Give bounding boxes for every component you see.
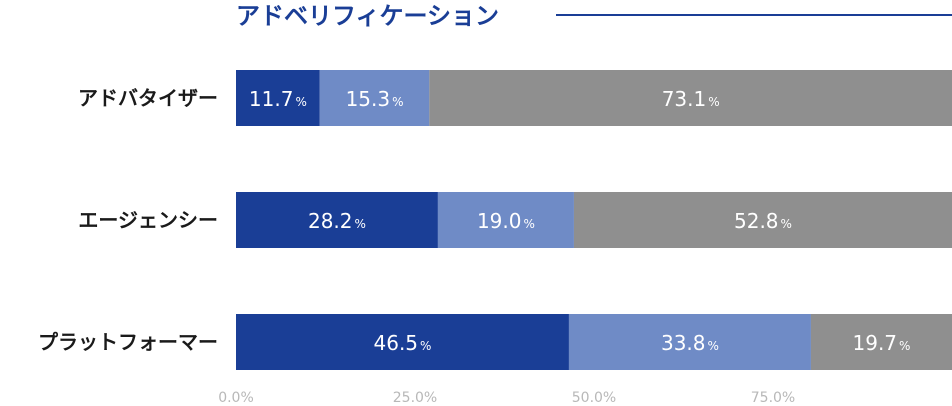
x-axis-ticks: 0.0% 25.0% 50.0% 75.0%	[218, 390, 795, 406]
bar-segment	[236, 314, 569, 370]
bar-segment	[437, 192, 574, 248]
data-label: 19.0%	[477, 209, 535, 233]
category-label: エージェンシー	[78, 208, 218, 232]
bar-segment	[319, 70, 430, 126]
x-tick-label: 0.0%	[218, 390, 254, 406]
data-label: 28.2%	[308, 209, 366, 233]
data-label: 46.5%	[374, 331, 432, 355]
bar-segment	[236, 192, 438, 248]
x-tick-label: 50.0%	[572, 390, 616, 406]
data-label: 15.3%	[346, 87, 404, 111]
bar-segment	[573, 192, 952, 248]
category-label: アドバタイザー	[78, 86, 218, 110]
data-label: 52.8%	[734, 209, 792, 233]
data-label: 19.7%	[853, 331, 911, 355]
data-label: 11.7%	[249, 87, 307, 111]
bar-segment	[236, 70, 320, 126]
bars-group: 11.7% 15.3% 73.1 % 28.2% 19.0% 52.8 % 46.5% 33.8%…	[236, 70, 952, 370]
bar-segment	[810, 314, 952, 370]
data-label: 33.8%	[661, 331, 719, 355]
bar-segment	[568, 314, 811, 370]
category-label: プラットフォーマー	[38, 330, 218, 354]
data-label: 73.1%	[662, 87, 720, 111]
x-tick-label: 25.0%	[393, 390, 437, 406]
chart-title: アドベリフィケーション	[236, 2, 499, 30]
x-tick-label: 75.0%	[751, 390, 795, 406]
bar-segment	[429, 70, 952, 126]
